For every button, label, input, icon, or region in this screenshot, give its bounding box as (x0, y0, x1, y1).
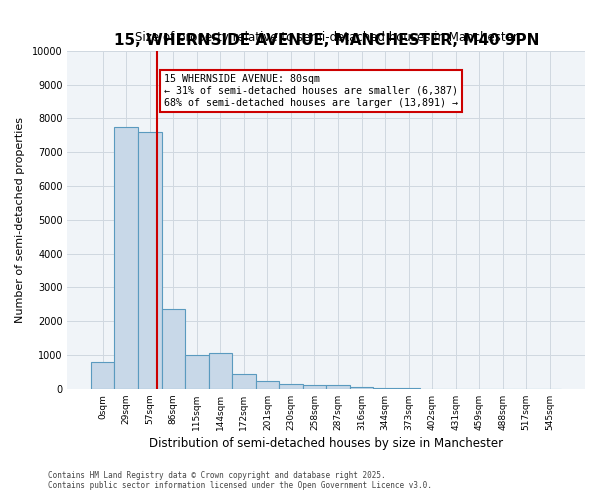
Bar (302, 385, 326, 389)
Title: 15, WHERNSIDE AVENUE, MANCHESTER, M40 9PN: 15, WHERNSIDE AVENUE, MANCHESTER, M40 9P… (113, 33, 539, 48)
Y-axis label: Number of semi-detached properties: Number of semi-detached properties (15, 117, 25, 323)
Bar (185, 355, 209, 389)
Bar (115, 127, 138, 389)
Bar (326, 386, 350, 389)
X-axis label: Distribution of semi-detached houses by size in Manchester: Distribution of semi-detached houses by … (149, 437, 503, 450)
Bar (373, 388, 397, 389)
Bar (350, 387, 373, 389)
Bar (232, 374, 256, 389)
Text: Size of property relative to semi-detached houses in Manchester: Size of property relative to semi-detach… (135, 31, 518, 44)
Text: Contains HM Land Registry data © Crown copyright and database right 2025.
Contai: Contains HM Land Registry data © Crown c… (48, 470, 432, 490)
Text: 15 WHERNSIDE AVENUE: 80sqm
← 31% of semi-detached houses are smaller (6,387)
68%: 15 WHERNSIDE AVENUE: 80sqm ← 31% of semi… (164, 74, 458, 108)
Bar (138, 132, 161, 389)
Bar (209, 354, 232, 389)
Bar (91, 362, 115, 389)
Bar (161, 310, 185, 389)
Bar (279, 384, 302, 389)
Bar (256, 381, 279, 389)
